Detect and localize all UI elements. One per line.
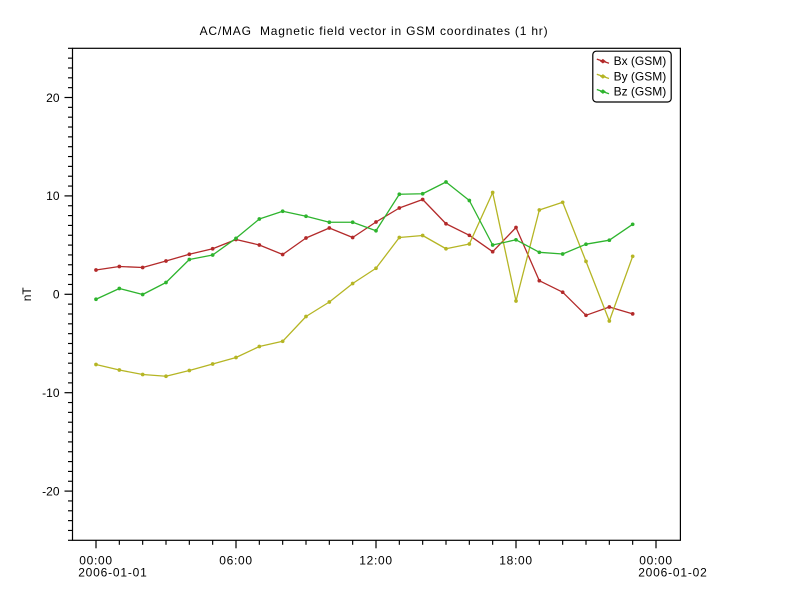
svg-text:AC/MAG Magnetic field vector: AC/MAG Magnetic field vector in GSM coor…	[200, 24, 549, 38]
svg-text:nT: nT	[20, 287, 34, 302]
svg-text:-10: -10	[42, 386, 60, 400]
svg-text:2006-01-01: 2006-01-01	[78, 566, 147, 580]
svg-text:Bz (GSM): Bz (GSM)	[614, 85, 667, 99]
svg-text:0: 0	[53, 288, 60, 302]
svg-text:10: 10	[46, 189, 60, 203]
svg-text:18:00: 18:00	[499, 553, 533, 567]
svg-text:00:00: 00:00	[639, 553, 673, 567]
svg-text:00:00: 00:00	[79, 553, 113, 567]
svg-text:2006-01-02: 2006-01-02	[638, 566, 707, 580]
svg-text:-20: -20	[42, 484, 60, 498]
svg-text:20: 20	[46, 91, 60, 105]
svg-text:12:00: 12:00	[359, 553, 393, 567]
svg-text:By (GSM): By (GSM)	[614, 69, 667, 83]
svg-text:Bx (GSM): Bx (GSM)	[614, 54, 667, 68]
svg-text:06:00: 06:00	[219, 553, 253, 567]
